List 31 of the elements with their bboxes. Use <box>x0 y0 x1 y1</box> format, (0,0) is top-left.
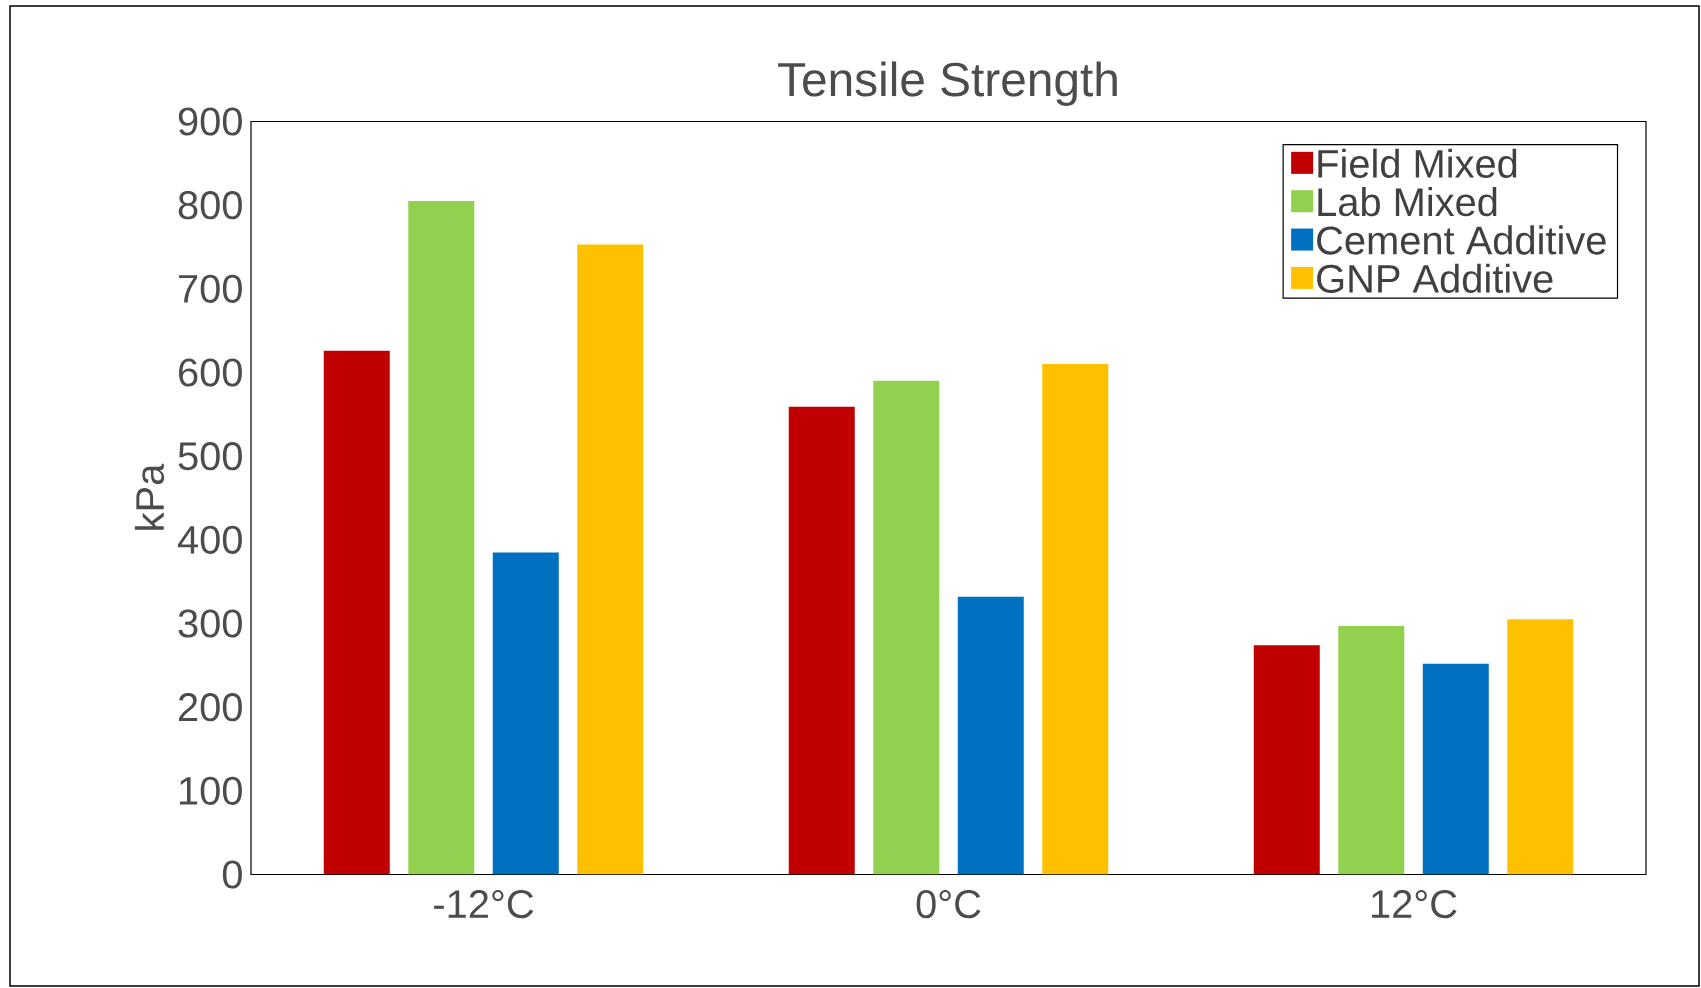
bar <box>577 244 644 875</box>
x-tick-label: 0°C <box>916 890 981 919</box>
y-tick-label: 400 <box>177 525 242 554</box>
bar <box>1422 663 1489 875</box>
bar <box>1253 645 1320 875</box>
legend-label: Cement Additive <box>1317 225 1606 255</box>
y-tick-label: 700 <box>179 274 242 303</box>
chart-title: Tensile Strength <box>778 61 1117 106</box>
y-axis-title: kPa <box>134 463 165 530</box>
legend-label: Lab Mixed <box>1318 187 1497 217</box>
bar <box>408 200 475 875</box>
bar <box>873 380 940 875</box>
y-tick-label: 300 <box>178 609 242 638</box>
legend-label: GNP Additive <box>1317 263 1553 293</box>
legend-label: Field Mixed <box>1318 148 1517 178</box>
y-tick-label: 600 <box>179 358 242 387</box>
bar <box>957 596 1024 875</box>
y-tick-label: 100 <box>180 776 242 805</box>
bar <box>1507 619 1574 875</box>
bar <box>1338 626 1405 875</box>
x-tick-label: 12°C <box>1372 890 1457 919</box>
y-tick-label: 0 <box>222 860 242 889</box>
y-tick-label: 500 <box>178 442 242 471</box>
y-tick-label: 200 <box>179 693 242 722</box>
x-tick-label: -12°C <box>434 890 534 919</box>
y-tick-label: 800 <box>178 191 242 220</box>
bar <box>788 406 855 875</box>
bar <box>492 552 559 875</box>
bar <box>323 350 390 875</box>
y-tick-label: 900 <box>178 107 242 136</box>
bar <box>1042 364 1109 875</box>
